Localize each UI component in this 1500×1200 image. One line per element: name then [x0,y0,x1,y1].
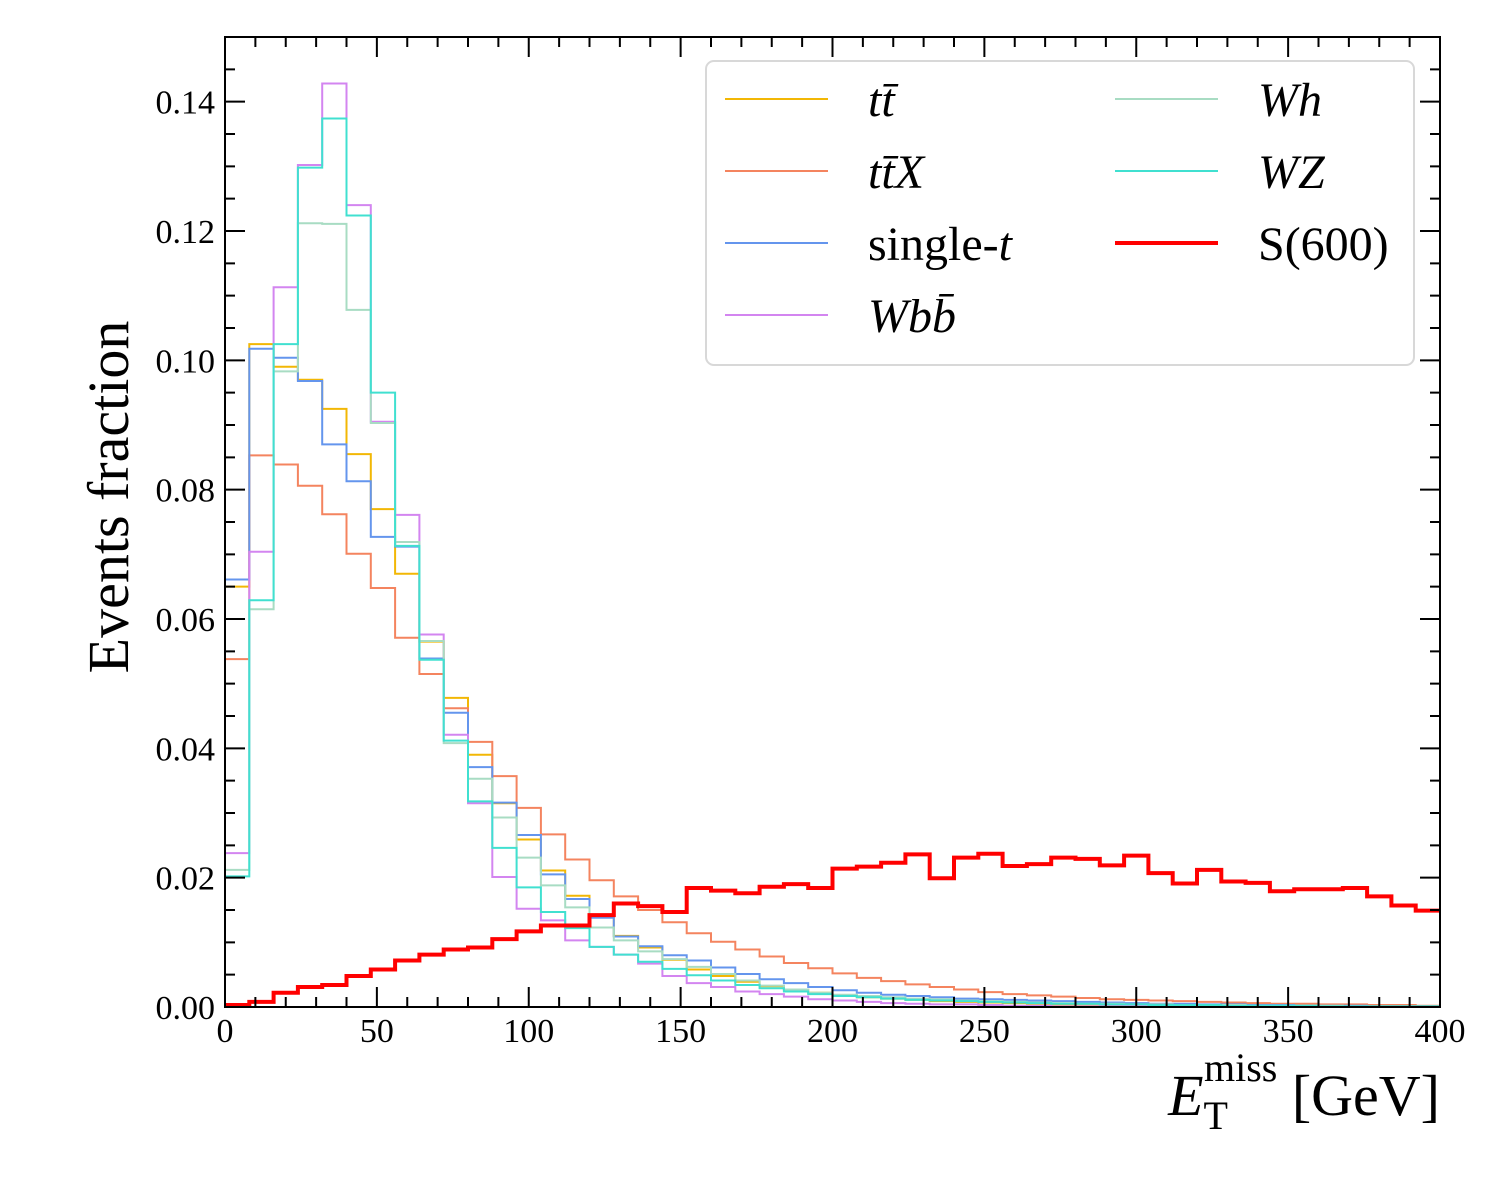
x-tick-label: 100 [503,1013,554,1050]
x-tick-label: 400 [1415,1013,1466,1050]
x-tick-label: 150 [655,1013,706,1050]
y-tick-label: 0.04 [156,731,216,768]
y-tick-label: 0.00 [156,990,216,1027]
tick-marks [224,36,1441,1008]
x-axis-label: ETmiss [GeV] [1167,1045,1440,1138]
x-tick-label: 300 [1111,1013,1162,1050]
series-ttbar [225,343,1440,1008]
legend-entry-single-t: single-t [725,218,1014,271]
y-tick-label: 0.14 [156,85,216,122]
y-tick-label: 0.08 [156,473,216,510]
legend-label: WZ [1258,146,1326,199]
series-wz [225,117,1440,1008]
x-tick-label: 250 [959,1013,1010,1050]
legend-label: S(600) [1258,218,1389,271]
x-tick-label: 50 [360,1013,394,1050]
legend-entry-ttbar: tt̄ [725,74,899,127]
legend-box [705,60,1415,366]
x-tick-label: 200 [807,1013,858,1050]
series-curves [225,82,1440,1008]
legend-label: Wbb̄ [868,290,956,343]
legend-entry-s-600-: S(600) [1115,218,1389,271]
y-tick-label: 0.12 [156,214,216,251]
y-tick-label: 0.06 [156,602,216,639]
x-tick-label: 350 [1263,1013,1314,1050]
series-s-600- [225,851,1440,1008]
legend-label: tt̄ [868,74,899,127]
y-tick-label: 0.10 [156,343,216,380]
series-single-t [225,347,1440,1008]
legend: tt̄ tt̄X single-t Wbb̄ Wh WZ S(600) [705,60,1415,366]
legend-entry-ttx: tt̄X [725,146,926,199]
legend-label: Wh [1258,74,1322,127]
y-tick-label: 0.02 [156,861,216,898]
legend-label: single-t [868,218,1014,271]
y-axis-label: Events fraction [76,321,141,674]
series-ttx [225,454,1440,1007]
legend-entry-wh: Wh [1115,74,1322,127]
legend-entry-wbb: Wbb̄ [725,290,956,343]
legend-entry-wz: WZ [1115,146,1326,199]
legend-label: tt̄X [868,146,926,199]
tick-labels: 0 50 100 150 200 250 300 350 400 0.00 0.02 0.04 0.06… [156,85,1466,1050]
x-tick-label: 0 [217,1013,234,1050]
axis-ticks [224,36,1441,1008]
